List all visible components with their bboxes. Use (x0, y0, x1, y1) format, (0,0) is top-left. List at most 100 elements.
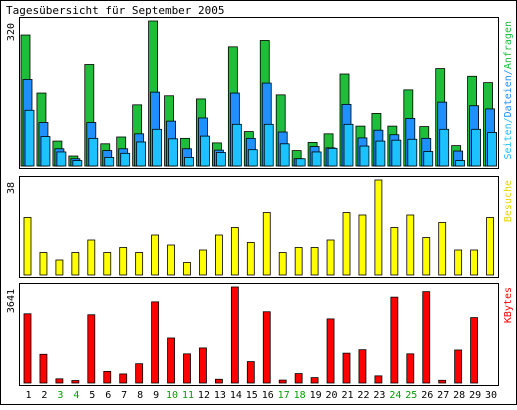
panel-legend: Besuche (503, 180, 514, 222)
bar-kbytes-2 (39, 353, 48, 384)
legend-entry: Seiten (503, 123, 514, 159)
bar-seiten-16 (263, 123, 274, 167)
legend-entry: Anfragen (503, 21, 514, 69)
panel-legend: KBytes (503, 287, 514, 323)
bar-besuche-18 (294, 247, 303, 276)
bar-kbytes-26 (422, 291, 431, 384)
bar-seiten-11 (184, 156, 194, 167)
bar-besuche-2 (39, 252, 48, 276)
x-tick-label: 9 (153, 390, 159, 401)
bar-besuche-5 (87, 239, 96, 276)
bar-besuche-17 (278, 252, 287, 276)
bar-kbytes-1 (23, 313, 32, 384)
bar-besuche-8 (135, 252, 144, 276)
bar-kbytes-24 (390, 296, 399, 384)
bar-besuche-15 (246, 242, 255, 276)
x-tick-label: 16 (262, 390, 274, 401)
panel-frame (19, 283, 499, 386)
bar-besuche-7 (119, 247, 128, 276)
bar-kbytes-14 (230, 286, 239, 384)
x-tick-label: 2 (41, 390, 47, 401)
x-tick-label: 20 (326, 390, 338, 401)
bar-besuche-20 (326, 239, 335, 276)
x-tick-label: 17 (278, 390, 290, 401)
bar-seiten-27 (439, 128, 450, 167)
bar-besuche-3 (55, 259, 64, 276)
chart-title: Tagesübersicht für September 2005 (6, 4, 225, 17)
bar-seiten-7 (120, 152, 131, 167)
bar-kbytes-17 (278, 379, 287, 384)
bar-seiten-6 (104, 156, 115, 167)
x-tick-label: 23 (373, 390, 385, 401)
bar-seiten-13 (215, 152, 226, 167)
legend-entry: KBytes (503, 287, 514, 323)
bar-kbytes-13 (214, 378, 223, 384)
bar-seiten-20 (327, 147, 338, 167)
bar-besuche-13 (214, 234, 223, 276)
bar-besuche-6 (103, 252, 112, 276)
x-tick-label: 10 (166, 390, 178, 401)
panel-frame (19, 176, 499, 278)
x-tick-label: 30 (485, 390, 497, 401)
bar-kbytes-4 (71, 380, 80, 384)
x-axis-tick-labels: 1 2 3 4 5 6 7 8 9 10 11 12 13 14 15 16 17 18 19 20 21 22 23 24 2… (25, 390, 497, 401)
bar-besuche-30 (486, 217, 494, 276)
bar-besuche-11 (183, 262, 191, 276)
bar-besuche-14 (230, 227, 239, 276)
bar-seiten-17 (279, 143, 290, 167)
bar-kbytes-9 (151, 301, 160, 384)
panel-max-label: 320 (6, 23, 17, 41)
x-tick-label: 29 (469, 390, 481, 401)
bar-seiten-3 (56, 151, 67, 167)
x-tick-label: 24 (389, 390, 401, 401)
bar-besuche-29 (470, 249, 479, 276)
bar-besuche-26 (422, 237, 431, 276)
bar-kbytes-21 (342, 352, 351, 384)
bar-kbytes-22 (358, 349, 367, 384)
bar-seiten-15 (247, 149, 258, 167)
x-tick-label: 25 (405, 390, 417, 401)
bar-besuche-10 (167, 244, 175, 276)
bar-seiten-5 (88, 137, 99, 167)
legend-entry: / (503, 117, 514, 123)
bar-kbytes-3 (55, 378, 64, 384)
bar-kbytes-20 (326, 318, 335, 384)
panel-kbytes: 3641 KBytes (6, 283, 514, 386)
x-tick-label: 6 (105, 390, 111, 401)
bar-kbytes-18 (294, 373, 303, 384)
x-tick-label: 28 (453, 390, 465, 401)
x-tick-label: 1 (25, 390, 31, 401)
bar-kbytes-10 (167, 337, 175, 384)
x-tick-label: 19 (310, 390, 322, 401)
bar-kbytes-23 (374, 375, 383, 384)
bar-seiten-10 (168, 138, 178, 167)
x-tick-label: 26 (421, 390, 433, 401)
x-tick-label: 12 (198, 390, 210, 401)
bar-seiten-4 (72, 160, 83, 167)
bar-besuche-1 (23, 217, 32, 276)
x-tick-label: 11 (182, 390, 194, 401)
bar-kbytes-6 (103, 371, 112, 384)
series-besuche (23, 179, 494, 276)
bar-kbytes-16 (262, 311, 271, 384)
x-tick-label: 5 (89, 390, 95, 401)
bar-kbytes-28 (454, 349, 463, 384)
bar-kbytes-5 (87, 314, 96, 384)
bar-seiten-18 (295, 158, 306, 167)
bar-seiten-29 (471, 128, 482, 167)
bar-seiten-28 (455, 160, 466, 167)
bar-seiten-24 (391, 139, 402, 167)
x-tick-label: 21 (341, 390, 353, 401)
x-tick-label: 4 (73, 390, 79, 401)
bar-seiten-1 (24, 109, 35, 167)
legend-entry: Besuche (503, 180, 514, 222)
x-tick-label: 22 (357, 390, 369, 401)
bar-besuche-21 (342, 212, 351, 276)
bar-besuche-19 (310, 247, 319, 276)
bar-kbytes-29 (470, 317, 479, 384)
bar-kbytes-25 (406, 353, 415, 384)
x-tick-label: 7 (121, 390, 127, 401)
panel-legend: Seiten/Dateien/Anfragen (503, 21, 514, 160)
bar-kbytes-15 (246, 361, 255, 384)
bar-kbytes-27 (438, 379, 447, 384)
